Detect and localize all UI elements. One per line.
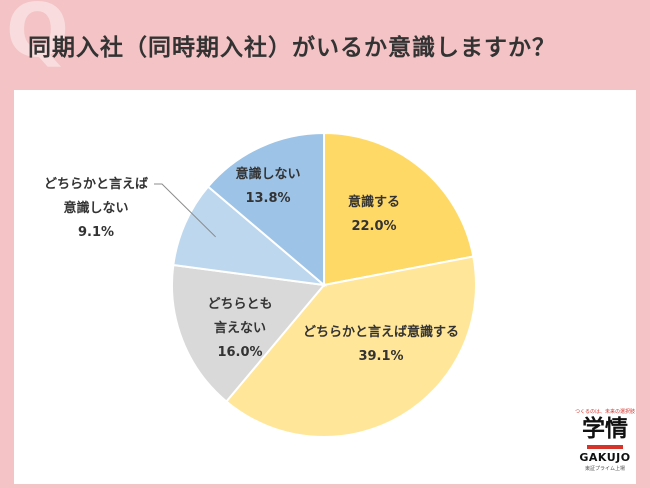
pie-slice-label: どちらかと言えば意識しない 9.1% [44, 176, 148, 240]
pie-slice-label: どちらかと言えば意識する 39.1% [303, 324, 459, 364]
pie-slice [323, 131, 475, 287]
q-mark: Q [6, 0, 69, 74]
pie-slices [171, 131, 477, 438]
pie-slice [171, 263, 326, 403]
pie-slice-label: どちらとも言えない 16.0% [207, 297, 272, 360]
pie-slice [172, 185, 328, 287]
pie-slice [206, 131, 325, 288]
pie-slice [224, 255, 477, 438]
logo-bar [587, 445, 623, 449]
pie-labels: 意識する 22.0% どちらかと言えば意識する 39.1% どちらとも言えない 16.0%… [44, 166, 459, 364]
question-title: 同期入社（同時期入社）がいるか意識しますか？ [28, 35, 556, 61]
gakujo-logo: つくるのは、未来の選択肢 学情 GAKUJO 東証プライム上場 [570, 408, 640, 482]
logo-latin: GAKUJO [579, 451, 631, 464]
logo-tagline: つくるのは、未来の選択肢 [575, 409, 635, 415]
leader-line [154, 183, 216, 238]
pie-slice-label: 意識しない 13.8% [235, 166, 300, 206]
chart-panel: 意識する 22.0% どちらかと言えば意識する 39.1% どちらとも言えない 16.0%… [14, 90, 636, 484]
logo-main: 学情 [582, 416, 628, 442]
pie-chart: 意識する 22.0% どちらかと言えば意識する 39.1% どちらとも言えない 16.0%… [44, 131, 477, 438]
logo-sub: 東証プライム上場 [585, 466, 625, 472]
pie-slice-label: 意識する 22.0% [348, 194, 400, 234]
